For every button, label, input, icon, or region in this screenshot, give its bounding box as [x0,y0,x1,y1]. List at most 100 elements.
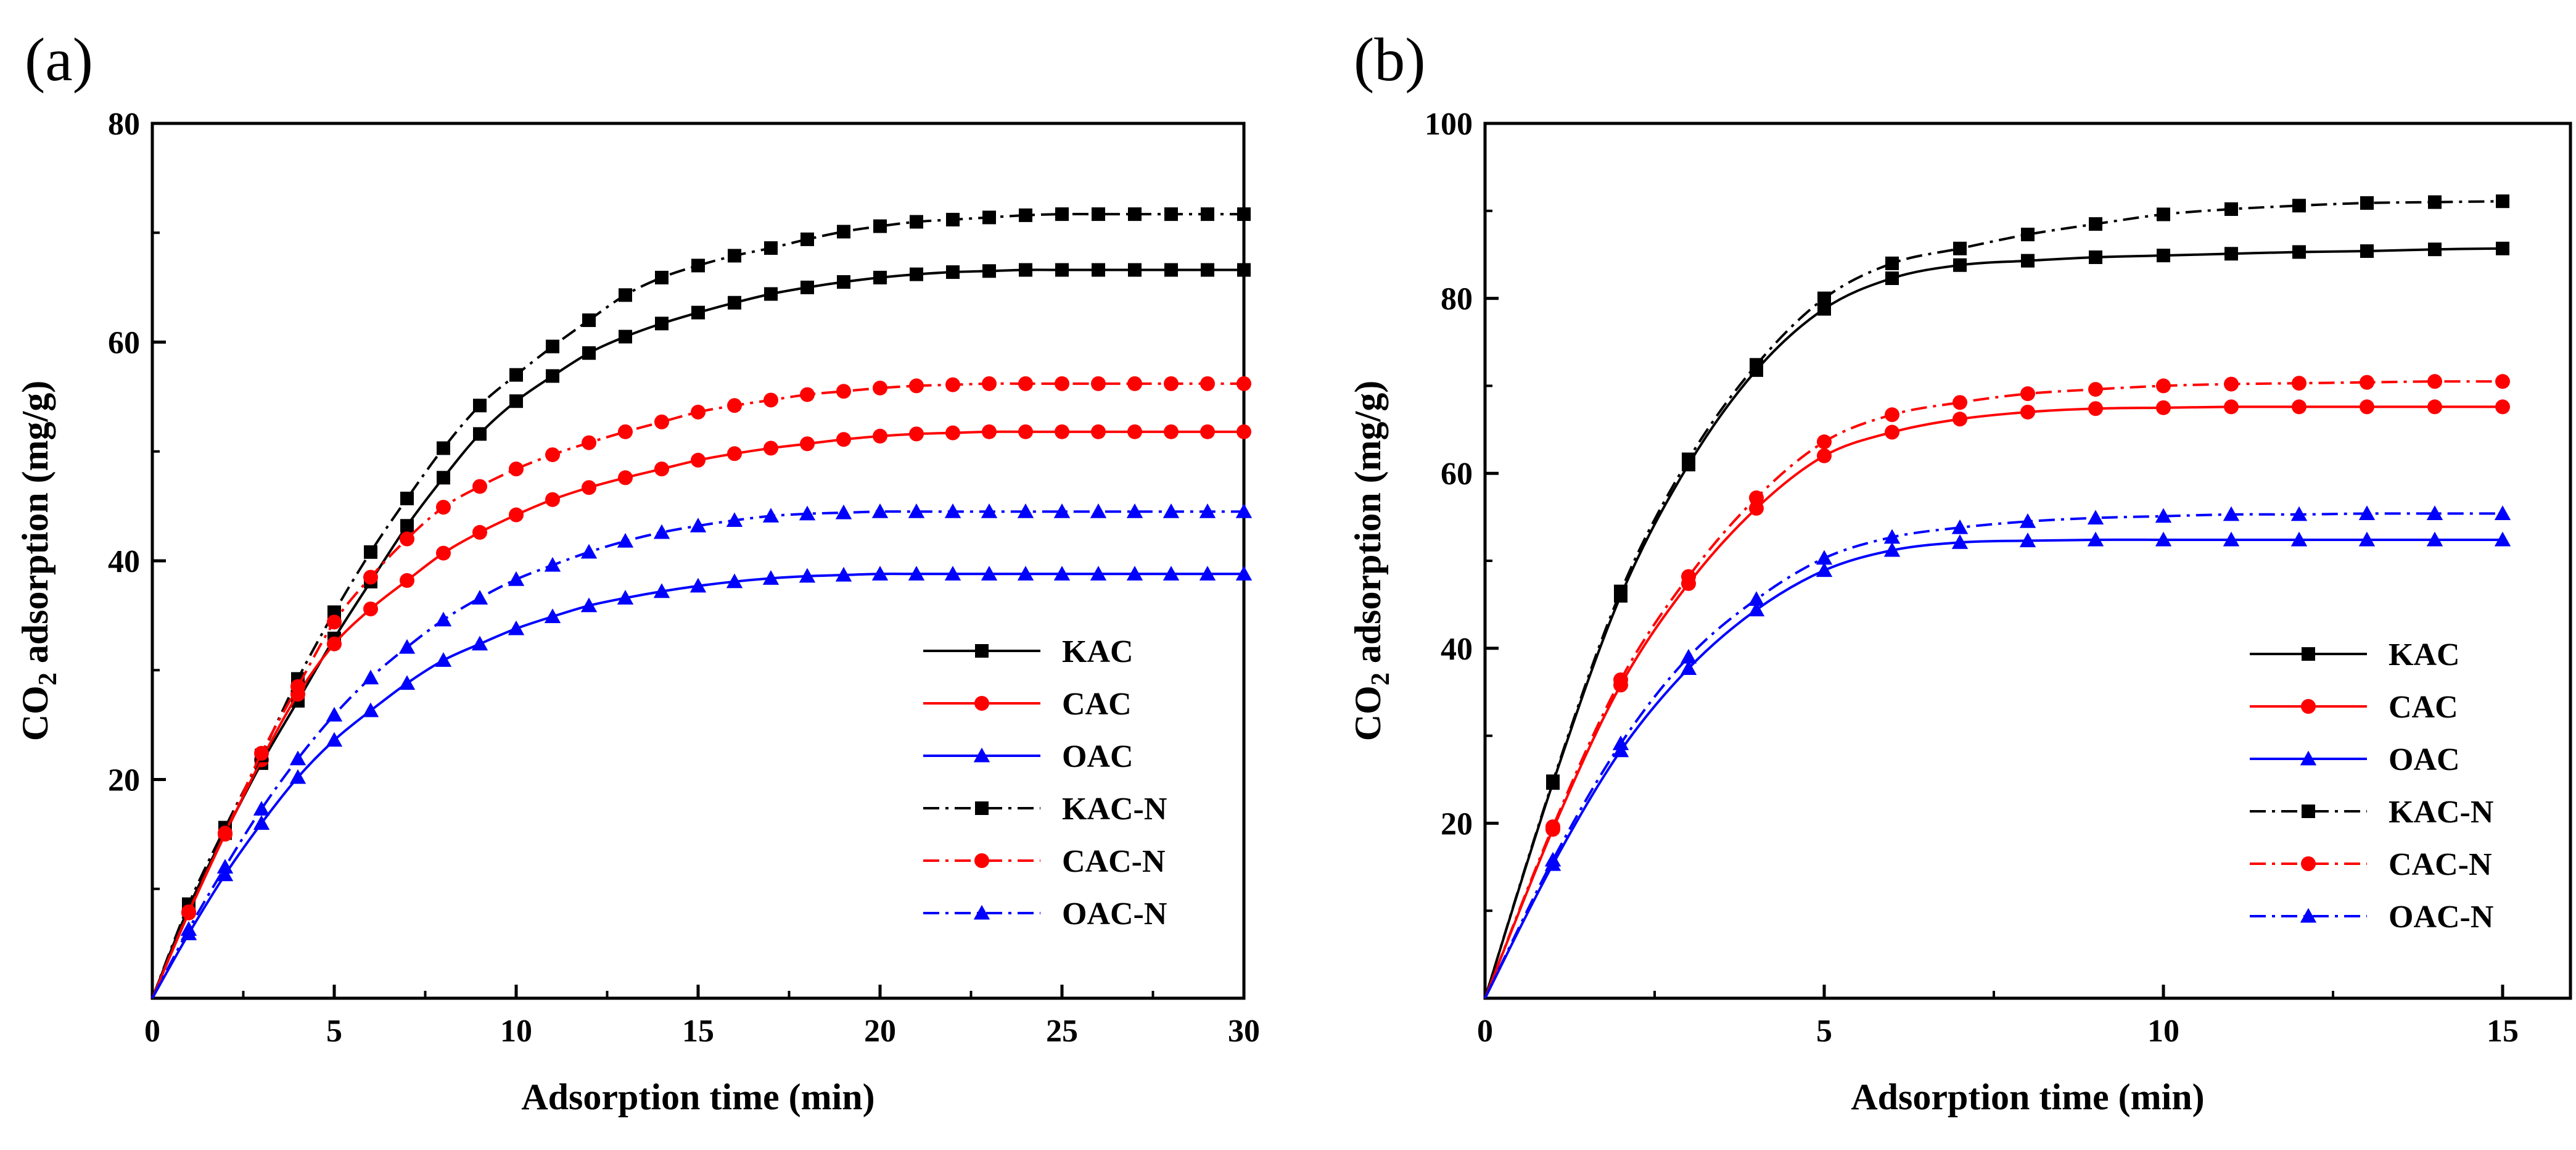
data-point-oac-n [1544,851,1562,867]
data-point-cac [1055,424,1069,439]
data-point-kac-n [1128,207,1142,221]
series-cac-n [1484,374,2510,999]
chart-panel-a: (a) 0 5 10 15 20 25 30 20 40 60 80 Adsorption time (… [15,25,1260,1117]
data-point-cac-n [1200,376,1215,391]
data-point-oac-n [2155,508,2172,523]
data-point-oac [944,566,961,581]
data-point-kac-n [1546,774,1560,788]
data-point-oac [253,815,270,830]
data-point-oac [580,597,598,613]
series-kac [1484,241,2509,999]
data-point-cac-n [1749,490,1764,505]
data-point-oac-n [1235,503,1253,518]
data-point-oac-n [2087,510,2104,525]
data-point-kac [873,270,887,284]
data-point-oac-n [2290,506,2308,521]
data-point-oac [1126,566,1143,581]
data-point-cac [1091,424,1106,439]
data-point-cac-n [654,414,669,429]
data-point-kac [1019,263,1032,277]
data-point-cac [945,425,960,441]
data-point-kac [619,329,632,344]
data-point-cac [691,452,706,468]
data-point-kac-n [2157,207,2170,221]
data-point-kac-n [946,212,960,226]
legend-label: OAC-N [2389,900,2493,935]
series-line-cac [151,430,1244,999]
legend-label: CAC-N [1062,844,1166,879]
data-point-cac-n [873,380,887,395]
data-point-oac [2290,531,2308,547]
data-point-cac-n [2088,382,2103,397]
data-point-oac [1053,566,1071,581]
series-line-kac [1484,247,2503,999]
y-axis-title: CO2 adsorption (mg/g) [15,381,62,741]
data-point-oac [508,620,525,635]
data-point-kac-n [873,219,887,233]
data-point-cac-n [1817,434,1832,450]
data-point-cac-n [254,745,269,761]
legend-label: OAC [2389,742,2460,777]
y-axis-title-rest: adsorption (mg/g) [15,381,56,672]
data-point-cac-n [290,679,305,694]
x-tick-label: 0 [1477,1014,1493,1049]
data-point-kac [1201,263,1214,277]
data-point-cac-n [618,424,633,439]
data-point-cac [1200,424,1215,439]
data-point-oac-n [762,508,780,523]
legend-marker [2300,750,2317,766]
data-point-cac-n [1164,376,1179,391]
data-point-cac [909,426,924,442]
data-point-cac-n [727,398,742,413]
data-point-kac-n [2428,195,2442,209]
data-point-cac-n [909,378,924,394]
series-line-kac-n [151,212,1244,999]
data-point-oac-n [544,556,561,572]
x-tick-label: 10 [500,1014,532,1049]
series-cac-n [151,376,1251,999]
data-point-cac-n [582,435,596,450]
data-point-kac-n [2496,194,2509,209]
data-point-oac [835,566,852,582]
data-point-kac-n [837,225,850,239]
data-point-cac [1237,424,1251,439]
data-point-oac-n [362,669,379,685]
data-point-oac [471,635,488,651]
data-point-oac [1816,562,1833,577]
data-point-cac-n [800,387,815,402]
data-point-cac-n [763,392,778,408]
data-point-oac [2087,531,2104,547]
data-point-kac-n [2021,228,2035,242]
data-point-cac-n [2427,374,2442,389]
data-point-cac [873,428,887,444]
data-point-cac-n [836,384,851,399]
data-point-oac [1090,566,1107,581]
legend-marker [974,696,989,711]
y-axis-title-rest: adsorption (mg/g) [1348,381,1388,672]
legend-marker [975,644,989,658]
legend-label: KAC [2389,637,2460,672]
data-point-cac [545,492,560,507]
data-point-cac [363,601,378,616]
legend-label: CAC-N [2389,847,2492,882]
data-point-cac [436,545,451,561]
data-point-kac-n [982,210,996,225]
x-tick-label: 15 [682,1014,714,1049]
data-point-kac-n [619,288,632,302]
data-point-cac-n [945,377,960,392]
x-tick-label: 10 [2147,1014,2179,1049]
data-point-cac-n [2020,386,2035,402]
y-axis-title-main: CO [15,685,56,741]
data-point-kac-n [1953,241,1967,255]
data-point-oac [1162,566,1180,581]
data-point-cac [2292,399,2306,415]
data-point-kac [1164,263,1178,277]
data-point-kac [764,287,778,301]
data-point-oac-n [944,503,961,518]
data-point-cac-n [218,825,232,841]
legend-marker [973,747,990,763]
data-point-cac-n [691,404,706,420]
data-point-oac-n [871,503,889,518]
data-point-cac [1749,500,1764,516]
data-point-kac-n [910,215,923,229]
